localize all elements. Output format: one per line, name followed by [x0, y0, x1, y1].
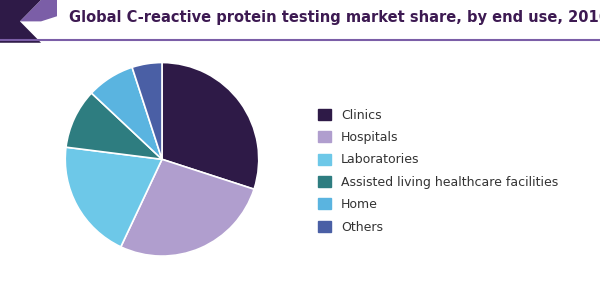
- Polygon shape: [0, 0, 41, 43]
- Legend: Clinics, Hospitals, Laboratories, Assisted living healthcare facilities, Home, O: Clinics, Hospitals, Laboratories, Assist…: [318, 109, 558, 234]
- Wedge shape: [121, 159, 254, 256]
- Wedge shape: [66, 93, 162, 159]
- Text: Global C-reactive protein testing market share, by end use, 2016 (%): Global C-reactive protein testing market…: [69, 10, 600, 25]
- Wedge shape: [132, 63, 162, 159]
- Polygon shape: [20, 0, 57, 22]
- Wedge shape: [65, 147, 162, 247]
- Wedge shape: [91, 67, 162, 159]
- Wedge shape: [162, 63, 259, 189]
